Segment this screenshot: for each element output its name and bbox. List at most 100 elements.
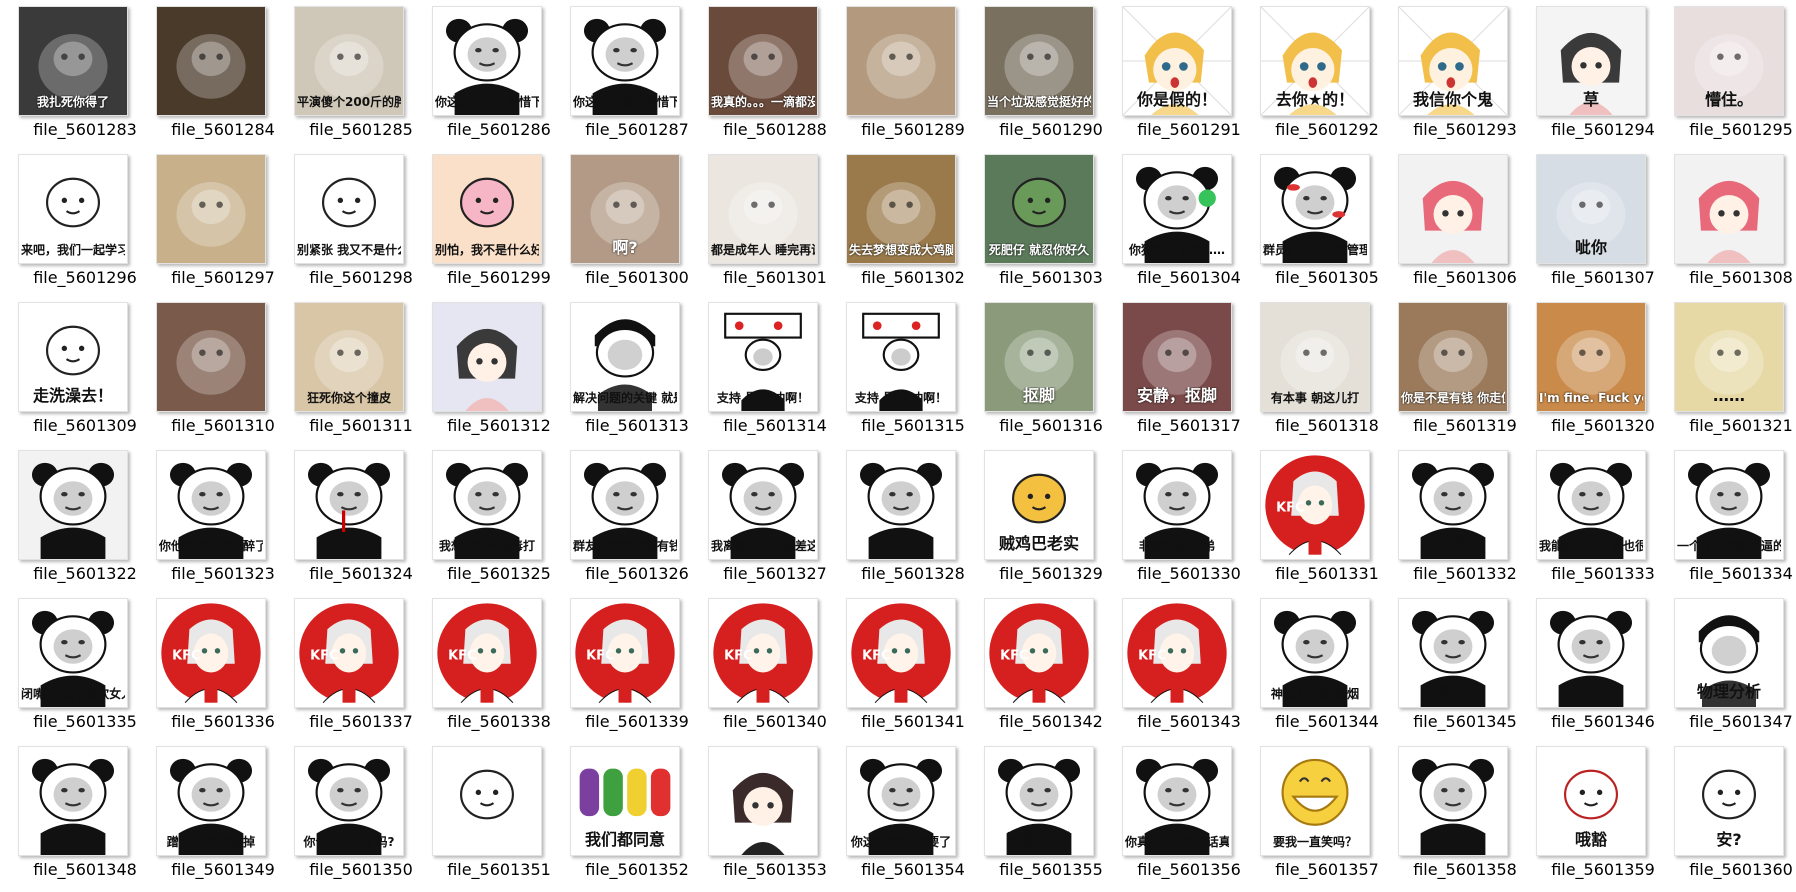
thumbnail-image[interactable] [156,6,266,116]
thumbnail-image[interactable]: 哦豁 [1536,746,1646,856]
thumbnail-image[interactable]: KFC [156,598,266,708]
file-item[interactable]: file_5601297 [156,152,294,300]
thumbnail-image[interactable]: KFC [570,598,680,708]
thumbnail-image[interactable]: 你今天日土了吗? [294,746,404,856]
file-item[interactable]: file_5601328 [846,448,984,596]
thumbnail-image[interactable]: KFC [1122,598,1232,708]
thumbnail-image[interactable]: 一个个不是挺牛逼的吗 [1674,450,1784,560]
thumbnail-image[interactable]: 来吧，我们一起学习 [18,154,128,264]
file-item[interactable]: 抠脚 file_5601316 [984,300,1122,448]
thumbnail-image[interactable]: 我信你个鬼 [1398,6,1508,116]
file-item[interactable]: 狂死你这个撞皮 file_5601311 [294,300,432,448]
thumbnail-image[interactable]: 有本事 朝这儿打 [1260,302,1370,412]
thumbnail-image[interactable]: 安? [1674,746,1784,856]
thumbnail-image[interactable]: 呲你 [1536,154,1646,264]
file-item[interactable]: 有本事 朝这儿打 file_5601318 [1260,300,1398,448]
file-item[interactable]: 我扎死你得了 file_5601283 [18,4,156,152]
thumbnail-image[interactable]: 我真的。。。一滴都没有了。 [708,6,818,116]
thumbnail-image[interactable]: 我扎死你得了 [18,6,128,116]
thumbnail-image[interactable]: 安静，抠脚 [1122,302,1232,412]
file-item[interactable]: 解决问题的关键 就是解决提出问题的人 file_5601313 [570,300,708,448]
file-item[interactable]: 群员们。看看女管理都干了什么 file_5601305 [1260,152,1398,300]
thumbnail-image[interactable]: 平演傻个200斤的胖子 [294,6,404,116]
file-item[interactable]: 你猜我干了什…… file_5601304 [1122,152,1260,300]
thumbnail-image[interactable]: …… [18,746,128,856]
thumbnail-image[interactable]: 物理分析 [1674,598,1784,708]
file-item[interactable]: file_5601308 [1674,152,1796,300]
thumbnail-image[interactable] [294,450,404,560]
thumbnail-image[interactable]: 我们都同意 [570,746,680,856]
thumbnail-image[interactable]: 冷静分析 [984,746,1094,856]
thumbnail-image[interactable]: 你是假的！ [1122,6,1232,116]
thumbnail-image[interactable]: 你这图不错，可惜下一秒就是我的了 [570,6,680,116]
file-item[interactable]: KFC file_5601342 [984,596,1122,744]
file-item[interactable]: 我们都同意 file_5601352 [570,744,708,892]
thumbnail-image[interactable]: 解决问题的关键 就是解决提出问题的人 [570,302,680,412]
thumbnail-image[interactable]: KFC [1260,450,1370,560]
thumbnail-image[interactable]: KFC [432,598,542,708]
thumbnail-image[interactable] [708,746,818,856]
file-item[interactable]: 死肥仔 就忍你好久 file_5601303 [984,152,1122,300]
file-item[interactable]: 你今天日土了吗? file_5601350 [294,744,432,892]
thumbnail-image[interactable]: 要我一直笑吗？ [1260,746,1370,856]
file-item[interactable]: 支持 最棒 冲啊！ file_5601314 [708,300,846,448]
file-item[interactable]: …… file_5601321 [1674,300,1796,448]
file-item[interactable]: 非常恐怖 兄弟 file_5601330 [1122,448,1260,596]
thumbnail-image[interactable]: 失去梦想变成大鸡腿 [846,154,956,264]
thumbnail-image[interactable] [1398,154,1508,264]
thumbnail-image[interactable] [846,6,956,116]
thumbnail-image[interactable]: 懵住。 [1674,6,1784,116]
file-item[interactable]: 贼鸡巴老实 file_5601329 [984,448,1122,596]
file-item[interactable]: 草 file_5601294 [1536,4,1674,152]
thumbnail-image[interactable]: 我离当场去世就差这么点儿 [708,450,818,560]
file-item[interactable]: 要我一直笑吗？ file_5601357 [1260,744,1398,892]
file-item[interactable]: 呲你 file_5601307 [1536,152,1674,300]
thumbnail-image[interactable]: 神秘人大哥 抽烟 [1260,598,1370,708]
file-item[interactable]: file_5601324 [294,448,432,596]
thumbnail-image[interactable] [846,450,956,560]
thumbnail-image[interactable]: 啊? [570,154,680,264]
thumbnail-image[interactable] [432,746,542,856]
thumbnail-image[interactable]: 你这图真棒 我要了 [846,746,956,856]
thumbnail-image[interactable]: 非常恐怖 兄弟 [1122,450,1232,560]
file-item[interactable]: 你是不是有钱 你走便 file_5601319 [1398,300,1536,448]
file-item[interactable]: 一个个不是挺牛逼的吗 file_5601334 [1674,448,1796,596]
thumbnail-image[interactable]: 大哥，火 [1398,598,1508,708]
thumbnail-image[interactable]: 抠脚 [984,302,1094,412]
file-item[interactable]: 都是成年人 睡完再说 file_5601301 [708,152,846,300]
thumbnail-image[interactable]: 蹭掉 绝对要蹭掉 [156,746,266,856]
thumbnail-image[interactable]: 闭嘴 你这个喜欢女人的混账 [18,598,128,708]
file-item[interactable]: 蹭掉 绝对要蹭掉 file_5601349 [156,744,294,892]
file-item[interactable]: 群友们是真的很有钱 file_5601326 [570,448,708,596]
file-item[interactable]: 失去梦想变成大鸡腿 file_5601302 [846,152,984,300]
thumbnail-image[interactable]: 你是不是有钱 你走便 [1398,302,1508,412]
file-item[interactable]: file_5601358 [1398,744,1536,892]
file-item[interactable]: 别紧张 我又不是什么好人 file_5601298 [294,152,432,300]
file-item[interactable]: 支持 最棒 冲啊！ file_5601315 [846,300,984,448]
thumbnail-image[interactable]: 走洗澡去！ [18,302,128,412]
thumbnail-image[interactable]: 都是成年人 睡完再说 [708,154,818,264]
file-item[interactable]: KFC file_5601336 [156,596,294,744]
file-item[interactable]: file_5601353 [708,744,846,892]
thumbnail-image[interactable] [1536,598,1646,708]
file-item[interactable]: 哦豁 file_5601359 [1536,744,1674,892]
thumbnail-image[interactable]: 别怕，我不是什么好人 [432,154,542,264]
file-item[interactable]: file_5601306 [1398,152,1536,300]
thumbnail-image[interactable]: 死肥仔 就忍你好久 [984,154,1094,264]
file-item[interactable]: 闭嘴 你这个喜欢女人的混账 file_5601335 [18,596,156,744]
file-item[interactable]: KFC file_5601337 [294,596,432,744]
file-item[interactable]: 平演傻个200斤的胖子 file_5601285 [294,4,432,152]
file-item[interactable]: file_5601289 [846,4,984,152]
file-item[interactable]: 别怕，我不是什么好人 file_5601299 [432,152,570,300]
file-item[interactable]: I'm fine. Fuck you. file_5601320 [1536,300,1674,448]
thumbnail-image[interactable]: 我想要挨一顿毒打 [432,450,542,560]
thumbnail-image[interactable]: KFC [846,598,956,708]
file-item[interactable]: 当个垃圾感觉挺好的 file_5601290 [984,4,1122,152]
thumbnail-image[interactable]: 去你★的！ [1260,6,1370,116]
file-item[interactable]: 来吧，我们一起学习 file_5601296 [18,152,156,300]
file-item[interactable]: KFC file_5601338 [432,596,570,744]
file-item[interactable]: ！ file_5601322 [18,448,156,596]
file-item[interactable]: …… file_5601348 [18,744,156,892]
thumbnail-image[interactable]: 你真帅 (说这句话真心难受) [1122,746,1232,856]
file-item[interactable]: 神秘人大哥 抽烟 file_5601344 [1260,596,1398,744]
